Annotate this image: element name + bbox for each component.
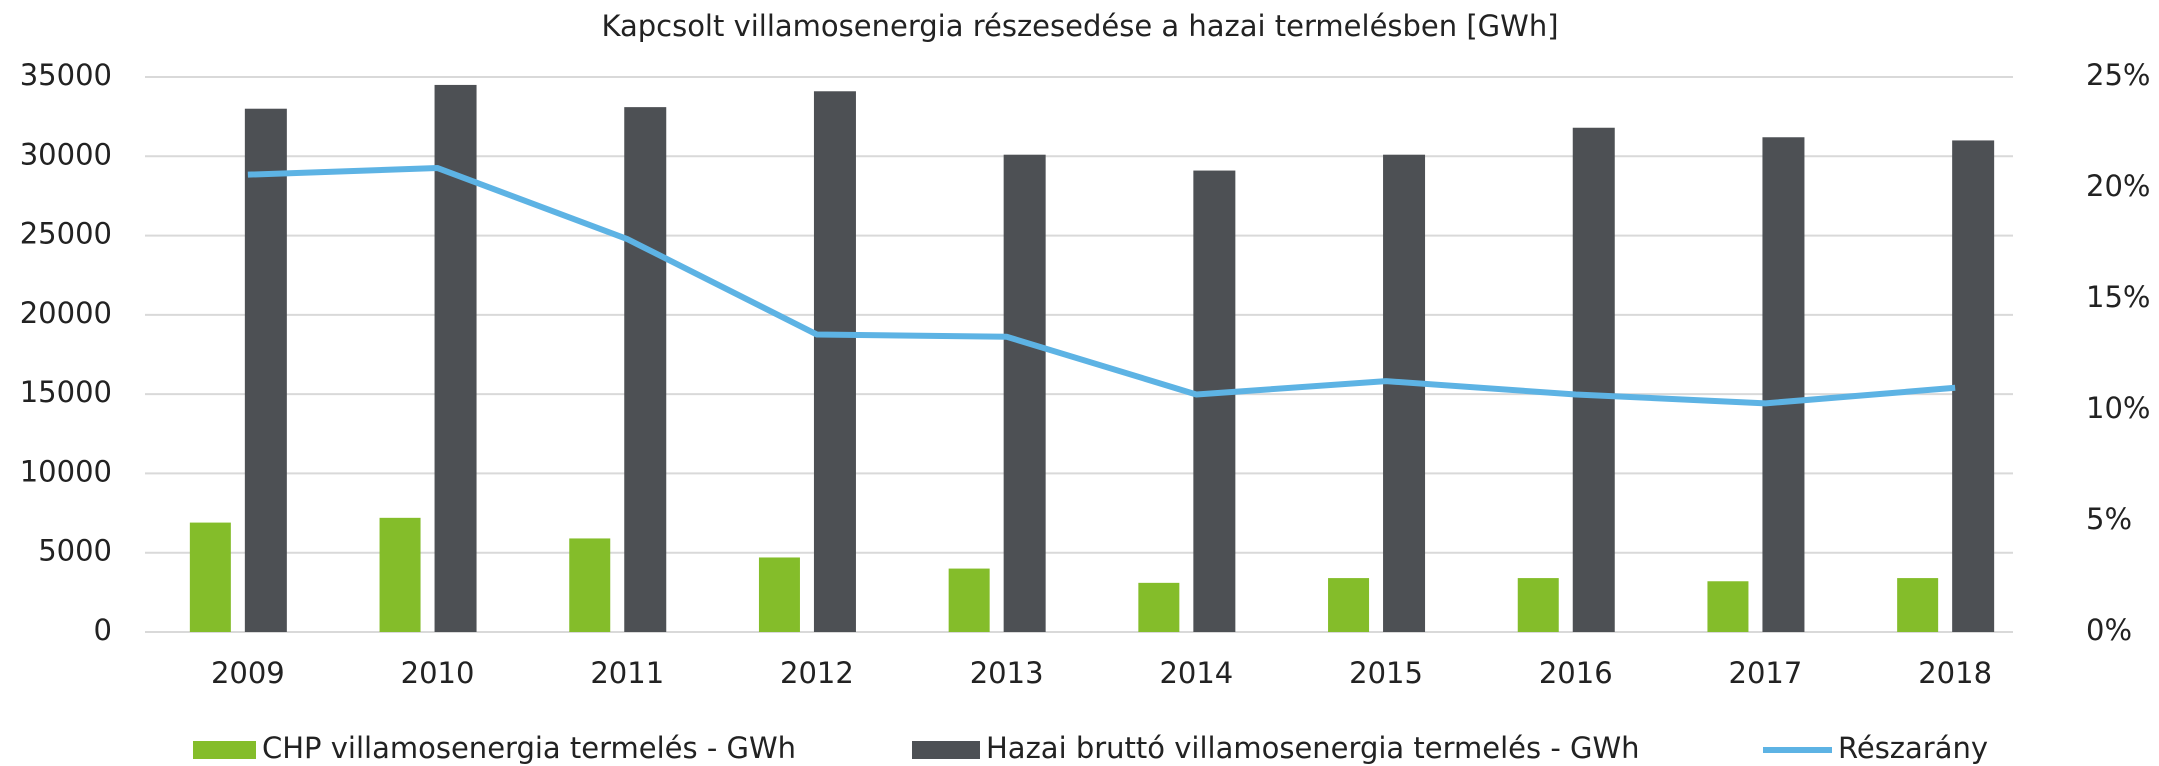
bar [569,538,611,632]
bar [813,91,856,633]
bar [244,108,287,632]
x-tick-label: 2014 [1159,656,1233,690]
legend-label: CHP villamosenergia termelés - GWh [262,731,796,765]
bar [1138,582,1180,632]
bar [1762,137,1805,632]
x-tick-label: 2010 [401,656,475,690]
bar [379,517,421,632]
y2-tick-label: 20% [2086,169,2150,203]
bar [948,568,990,632]
bar [1572,127,1615,632]
x-tick-label: 2015 [1349,656,1423,690]
legend-swatch [912,741,980,759]
y-tick-label: 0 [94,613,112,647]
y2-tick-label: 25% [2086,58,2150,92]
x-tick-label: 2011 [590,656,664,690]
legend-label: Részarány [1838,731,1988,765]
x-tick-label: 2017 [1729,656,1803,690]
bar [758,557,800,632]
bar [1193,170,1236,633]
bar [1003,154,1046,632]
x-tick-label: 2013 [970,656,1044,690]
chart-title: Kapcsolt villamosenergia részesedése a h… [601,9,1558,43]
bar [1383,154,1426,632]
bar [1952,140,1995,632]
y2-tick-label: 0% [2086,613,2132,647]
y-tick-label: 15000 [20,375,112,409]
bar [1328,578,1370,632]
line [247,165,1956,407]
y2-tick-label: 15% [2086,280,2150,314]
y-tick-label: 5000 [38,534,112,568]
bar [624,107,667,633]
y-tick-label: 30000 [20,137,112,171]
y-tick-label: 10000 [20,454,112,488]
x-tick-label: 2009 [211,656,285,690]
x-tick-label: 2016 [1539,656,1613,690]
bar [1517,578,1559,632]
x-tick-label: 2018 [1918,656,1992,690]
legend-label: Hazai bruttó villamosenergia termelés - … [986,731,1640,765]
x-tick-label: 2012 [780,656,854,690]
y2-tick-label: 5% [2086,502,2132,536]
legend-swatch [193,741,256,759]
y2-tick-label: 10% [2086,391,2150,425]
y-tick-label: 25000 [20,217,112,251]
y-tick-label: 35000 [20,58,112,92]
bar [1897,578,1939,632]
y-tick-label: 20000 [20,296,112,330]
bar [1707,581,1749,632]
bar [189,522,231,632]
